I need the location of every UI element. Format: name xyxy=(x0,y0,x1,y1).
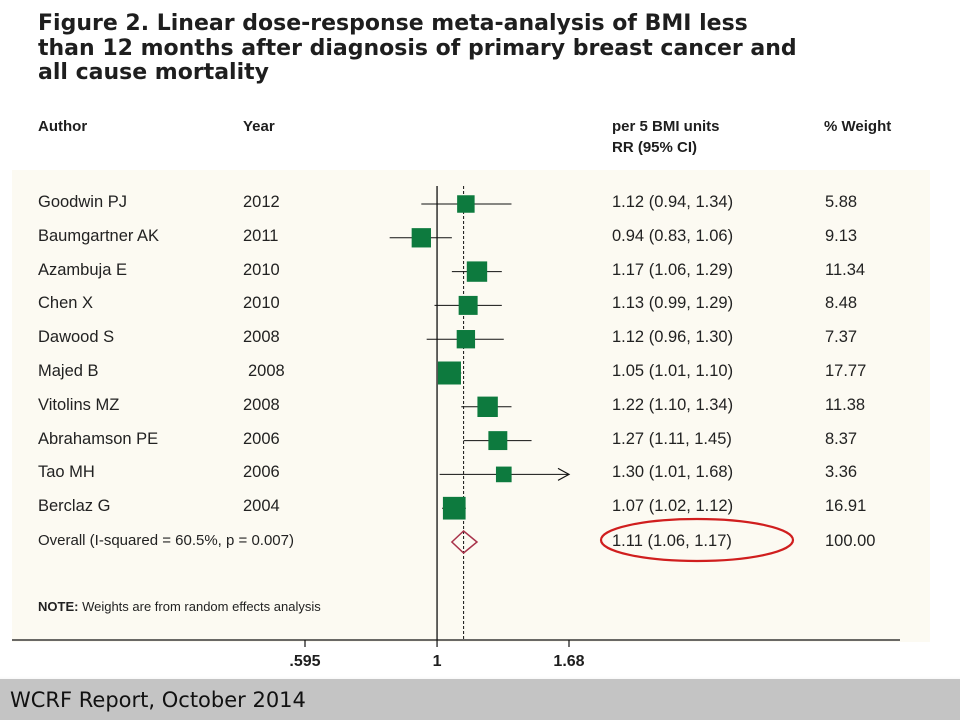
title-line-2: than 12 months after diagnosis of primar… xyxy=(38,35,797,61)
study-rr-text: 1.22 (1.10, 1.34) xyxy=(612,395,734,414)
study-author: Goodwin PJ xyxy=(38,193,127,211)
study-marker xyxy=(456,330,476,349)
study-year: 2006 xyxy=(243,463,280,482)
study-author: Majed B xyxy=(38,362,99,380)
overall-rr-text: 1.11 (1.06, 1.17) xyxy=(612,532,732,550)
study-weight: 8.37 xyxy=(825,429,858,448)
study-rr-text: 1.13 (0.99, 1.29) xyxy=(612,294,734,313)
study-marker xyxy=(477,396,498,418)
study-weight: 17.77 xyxy=(825,362,867,380)
study-marker xyxy=(442,496,466,520)
x-tick-label: 1 xyxy=(433,653,442,670)
study-marker xyxy=(458,295,478,315)
study-marker xyxy=(457,195,475,213)
footer-bar xyxy=(0,679,960,720)
study-marker xyxy=(466,261,488,282)
footnote-prefix: NOTE: xyxy=(38,599,79,614)
study-year: 2008 xyxy=(248,362,285,380)
study-rr-text: 1.12 (0.96, 1.30) xyxy=(612,328,734,347)
ci-arrow xyxy=(557,467,571,481)
study-marker xyxy=(411,228,431,248)
study-marker xyxy=(488,431,508,451)
study-weight: 11.38 xyxy=(825,395,866,414)
study-author: Baumgartner AK xyxy=(38,226,160,245)
study-weight: 9.13 xyxy=(825,226,858,245)
study-weight: 11.34 xyxy=(825,260,866,279)
overall-diamond xyxy=(450,530,479,554)
header-rr-line-1: per 5 BMI units xyxy=(612,118,720,135)
study-author: Abrahamson PE xyxy=(38,429,159,448)
study-weight: 7.37 xyxy=(825,328,858,347)
x-tick-label: .595 xyxy=(289,653,320,670)
overall-weight: 100.00 xyxy=(825,532,876,550)
header-rr-line-2: RR (95% CI) xyxy=(612,139,698,156)
study-year: 2011 xyxy=(243,226,279,245)
study-rr-text: 1.07 (1.02, 1.12) xyxy=(612,497,734,516)
study-author: Chen X xyxy=(38,294,94,313)
header-weight: % Weight xyxy=(824,118,892,135)
title-line-3: all cause mortality xyxy=(38,60,269,85)
figure-title: Figure 2. Linear dose-response meta-anal… xyxy=(38,11,938,86)
study-marker xyxy=(437,361,461,385)
study-author: Berclaz G xyxy=(38,497,111,516)
study-rr-text: 0.94 (0.83, 1.06) xyxy=(612,226,734,245)
study-year: 2008 xyxy=(243,395,280,414)
highlight-ellipse xyxy=(599,517,795,563)
study-weight: 8.48 xyxy=(825,294,858,313)
title-line-1: Figure 2. Linear dose-response meta-anal… xyxy=(38,11,748,36)
footer-source: WCRF Report, October 2014 xyxy=(10,688,306,712)
study-year: 2010 xyxy=(243,294,280,313)
overall-label: Overall (I-squared = 60.5%, p = 0.007) xyxy=(38,532,294,549)
x-tick-label: 1.68 xyxy=(553,653,584,670)
study-weight: 16.91 xyxy=(825,497,867,516)
study-marker xyxy=(495,466,512,483)
study-year: 2008 xyxy=(243,328,280,347)
study-rr-text: 1.30 (1.01, 1.68) xyxy=(612,463,734,482)
study-year: 2010 xyxy=(243,260,280,279)
study-author: Azambuja E xyxy=(38,260,127,279)
study-rr-text: 1.17 (1.06, 1.29) xyxy=(612,260,734,279)
study-year: 2006 xyxy=(243,429,280,448)
footnote: NOTE: Weights are from random effects an… xyxy=(38,599,321,614)
study-rr-text: 1.12 (0.94, 1.34) xyxy=(612,193,734,211)
study-author: Dawood S xyxy=(38,328,115,347)
study-weight: 5.88 xyxy=(825,193,858,211)
study-year: 2012 xyxy=(243,193,280,211)
study-weight: 3.36 xyxy=(825,463,858,482)
forest-plot-panel xyxy=(12,170,930,642)
header-author: Author xyxy=(38,118,88,135)
study-author: Vitolins MZ xyxy=(38,395,120,414)
study-author: Tao MH xyxy=(38,463,95,482)
header-year: Year xyxy=(243,118,275,135)
study-year: 2004 xyxy=(243,497,280,516)
footnote-text: Weights are from random effects analysis xyxy=(78,599,321,614)
study-rr-text: 1.05 (1.01, 1.10) xyxy=(612,362,734,380)
study-rr-text: 1.27 (1.11, 1.45) xyxy=(612,429,732,448)
